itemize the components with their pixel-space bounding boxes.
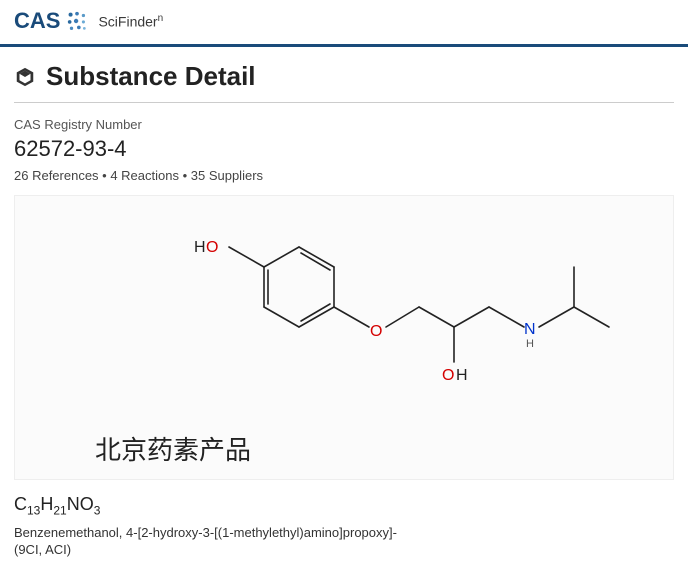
page-title-row: Substance Detail: [14, 61, 674, 103]
formula-c-sub: 13: [27, 504, 40, 518]
cas-dots-icon: [66, 10, 88, 32]
scifinder-text: SciFinder: [98, 13, 157, 29]
svg-text:O: O: [442, 367, 454, 384]
cas-logo: CAS: [14, 8, 88, 34]
molecular-formula: C13H21NO3: [14, 494, 674, 518]
page-title-text: Substance Detail: [46, 61, 256, 92]
formula-o-sub: 3: [94, 504, 101, 518]
hexagon-icon: [14, 66, 36, 88]
svg-text:H: H: [456, 367, 468, 384]
formula-h-sub: 21: [53, 504, 66, 518]
cas-logo-text: CAS: [14, 8, 60, 34]
formula-h: H: [40, 494, 53, 514]
stats-line: 26 References • 4 Reactions • 35 Supplie…: [14, 168, 674, 183]
molecule-structure: H O O O H N H: [34, 212, 654, 412]
svg-text:H: H: [194, 239, 206, 256]
scifinder-sup: n: [158, 13, 164, 24]
app-header: CAS SciFindern: [0, 0, 688, 47]
svg-text:H: H: [526, 338, 534, 350]
registry-number: 62572-93-4: [14, 136, 674, 162]
svg-text:O: O: [206, 239, 218, 256]
svg-text:N: N: [524, 321, 536, 338]
chem-name-line1: Benzenemethanol, 4-[2-hydroxy-3-[(1-meth…: [14, 524, 674, 542]
scifinder-label: SciFindern: [98, 13, 163, 30]
content-area: Substance Detail CAS Registry Number 625…: [0, 47, 688, 579]
chemical-name: Benzenemethanol, 4-[2-hydroxy-3-[(1-meth…: [14, 524, 674, 559]
formula-no: NO: [67, 494, 94, 514]
svg-text:O: O: [370, 323, 382, 340]
chem-name-line2: (9CI, ACI): [14, 541, 674, 559]
registry-label: CAS Registry Number: [14, 117, 674, 132]
watermark-text: 北京药素产品: [95, 430, 663, 467]
structure-panel: H O O O H N H 北京药素产品: [14, 195, 674, 480]
formula-c: C: [14, 494, 27, 514]
